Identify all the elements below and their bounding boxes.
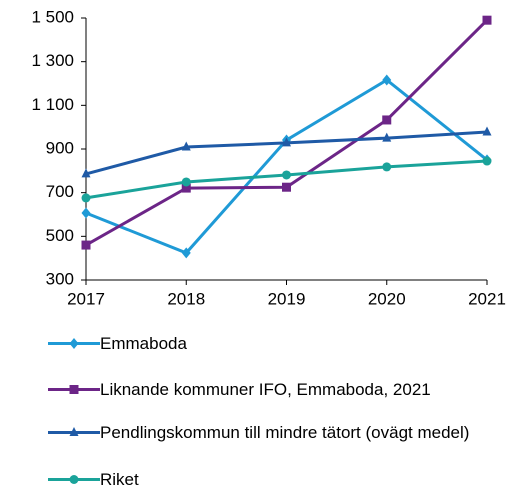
marker <box>69 385 79 394</box>
marker <box>81 240 91 250</box>
legend-swatch <box>48 427 100 436</box>
legend-item: Liknande kommuner IFO, Emmaboda, 2021 <box>48 378 518 401</box>
x-tick-label: 2017 <box>67 289 105 308</box>
marker <box>181 183 191 193</box>
marker <box>282 170 291 180</box>
y-tick-label: 1 100 <box>31 95 74 114</box>
y-tick-label: 900 <box>46 138 74 157</box>
x-tick-label: 2019 <box>268 289 306 308</box>
legend-label: Riket <box>100 470 139 488</box>
y-tick-label: 1 300 <box>31 51 74 70</box>
x-tick-label: 2020 <box>368 289 406 308</box>
legend-item: Pendlingskommun till mindre tätort (oväg… <box>48 421 518 444</box>
marker <box>382 162 392 172</box>
legend-swatch <box>48 338 100 349</box>
marker <box>482 126 492 136</box>
y-tick-label: 700 <box>46 182 74 201</box>
y-tick-label: 300 <box>46 269 74 288</box>
series-line <box>85 19 489 247</box>
marker <box>81 207 91 219</box>
marker <box>382 132 392 142</box>
marker <box>69 338 79 349</box>
x-tick-label: 2021 <box>468 289 506 308</box>
marker <box>282 137 291 147</box>
marker <box>69 475 79 484</box>
series-line <box>85 78 488 255</box>
marker <box>482 15 492 25</box>
marker <box>482 156 492 166</box>
marker <box>69 427 79 436</box>
marker <box>81 168 91 178</box>
y-tick-label: 1 500 <box>31 7 74 26</box>
legend-swatch <box>48 385 100 394</box>
marker <box>181 141 191 151</box>
legend-item: Riket <box>48 468 518 488</box>
legend-label: Liknande kommuner IFO, Emmaboda, 2021 <box>100 380 431 399</box>
marker <box>282 182 291 192</box>
marker <box>382 115 392 125</box>
legend-label: Emmaboda <box>100 334 187 353</box>
x-tick-label: 2018 <box>167 289 205 308</box>
legend-label: Pendlingskommun till mindre tätort (oväg… <box>100 423 470 442</box>
y-tick-label: 500 <box>46 226 74 245</box>
legend-item: Emmaboda <box>48 332 518 355</box>
marker <box>181 177 191 187</box>
legend-swatch <box>48 475 100 484</box>
marker <box>81 193 91 203</box>
marker <box>181 247 191 259</box>
marker <box>382 74 392 86</box>
